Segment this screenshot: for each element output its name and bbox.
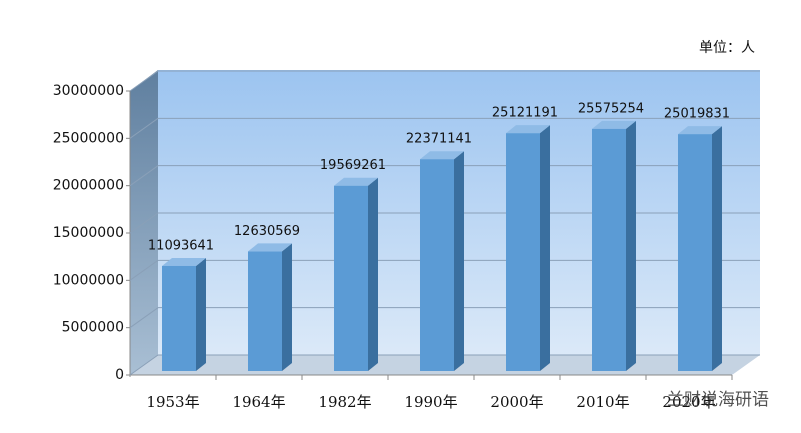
value-label: 11093641 <box>148 238 214 253</box>
y-tick-label: 20000000 <box>53 178 124 194</box>
bar-top <box>248 243 292 252</box>
y-tick-label: 25000000 <box>53 130 124 146</box>
grid-line-side <box>129 117 159 139</box>
bar-front <box>678 134 712 371</box>
bar <box>162 257 206 371</box>
grid-line-side <box>129 165 159 187</box>
bar-top <box>334 177 378 186</box>
bar-side <box>454 151 464 371</box>
unit-label: 单位：人 <box>699 40 755 56</box>
grid-line-side <box>129 259 159 281</box>
value-label: 25121191 <box>492 106 558 121</box>
bar-side <box>368 177 378 371</box>
x-tick-label: 2000年 <box>490 393 543 411</box>
grid-line-side <box>129 307 159 329</box>
bar <box>248 243 292 371</box>
x-tick-label: 2020年 <box>662 393 715 411</box>
value-label: 22371141 <box>406 132 472 147</box>
x-tick-label: 1982年 <box>318 393 371 411</box>
y-tick-label: 10000000 <box>53 272 124 288</box>
value-label: 12630569 <box>234 224 300 239</box>
y-tick-label: 0 <box>115 367 124 383</box>
y-tick-label: 15000000 <box>53 225 124 241</box>
bar-front <box>248 251 282 371</box>
bar <box>506 125 550 371</box>
bar <box>592 120 636 371</box>
bar-top <box>162 257 206 266</box>
x-tick-label: 2010年 <box>576 393 629 411</box>
bar <box>678 126 722 371</box>
bar-side <box>712 126 722 371</box>
bar-front <box>162 265 196 371</box>
x-tick-label: 1964年 <box>232 393 285 411</box>
x-tick-label: 1953年 <box>146 393 199 411</box>
watermark: 兰财说海研语 <box>667 390 769 410</box>
bar-top <box>506 125 550 134</box>
bar-front <box>592 128 626 371</box>
value-label: 25019831 <box>664 107 730 122</box>
y-tick-label: 5000000 <box>62 320 124 336</box>
bar-side <box>196 257 206 371</box>
bar <box>334 177 378 371</box>
x-tick-label: 1990年 <box>404 393 457 411</box>
value-label: 19569261 <box>320 158 386 173</box>
bar-side <box>626 120 636 371</box>
bar <box>420 151 464 371</box>
bar-side <box>282 243 292 371</box>
grid-line-side <box>129 212 159 234</box>
bar-front <box>334 185 368 371</box>
bar-top <box>420 151 464 160</box>
y-tick-label: 30000000 <box>53 83 124 99</box>
bar-front <box>506 133 540 371</box>
bar-front <box>420 159 454 371</box>
bar-top <box>678 126 722 135</box>
grid-line-side <box>129 354 159 376</box>
bar-top <box>592 120 636 129</box>
value-label: 25575254 <box>578 101 644 116</box>
bar-side <box>540 125 550 371</box>
grid-line-side <box>129 70 159 92</box>
